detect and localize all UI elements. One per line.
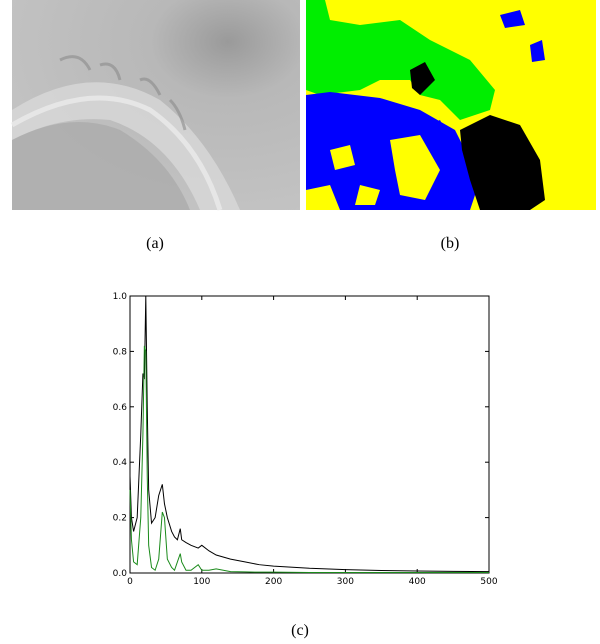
series-line xyxy=(129,345,489,573)
plot-frame xyxy=(129,295,490,574)
series-line xyxy=(129,295,490,573)
y-tick-label: 0.0 xyxy=(113,569,128,579)
segmentation-map xyxy=(306,0,596,210)
x-tick-label: 200 xyxy=(265,577,282,587)
y-tick-label: 0.4 xyxy=(113,458,128,468)
y-tick-label: 0.6 xyxy=(113,403,128,413)
x-tick-label: 500 xyxy=(480,577,497,587)
x-tick-label: 100 xyxy=(193,577,210,587)
x-tick-label: 400 xyxy=(409,577,426,587)
y-tick-label: 1.0 xyxy=(113,292,128,302)
caption: (a) xyxy=(146,235,164,252)
caption: (b) xyxy=(441,235,460,252)
x-tick-label: 0 xyxy=(127,577,133,587)
x-tick-label: 300 xyxy=(337,577,354,587)
caption: (c) xyxy=(291,622,309,639)
micrograph xyxy=(10,0,300,211)
y-tick-label: 0.8 xyxy=(113,347,128,357)
y-tick-label: 0.2 xyxy=(113,514,127,524)
